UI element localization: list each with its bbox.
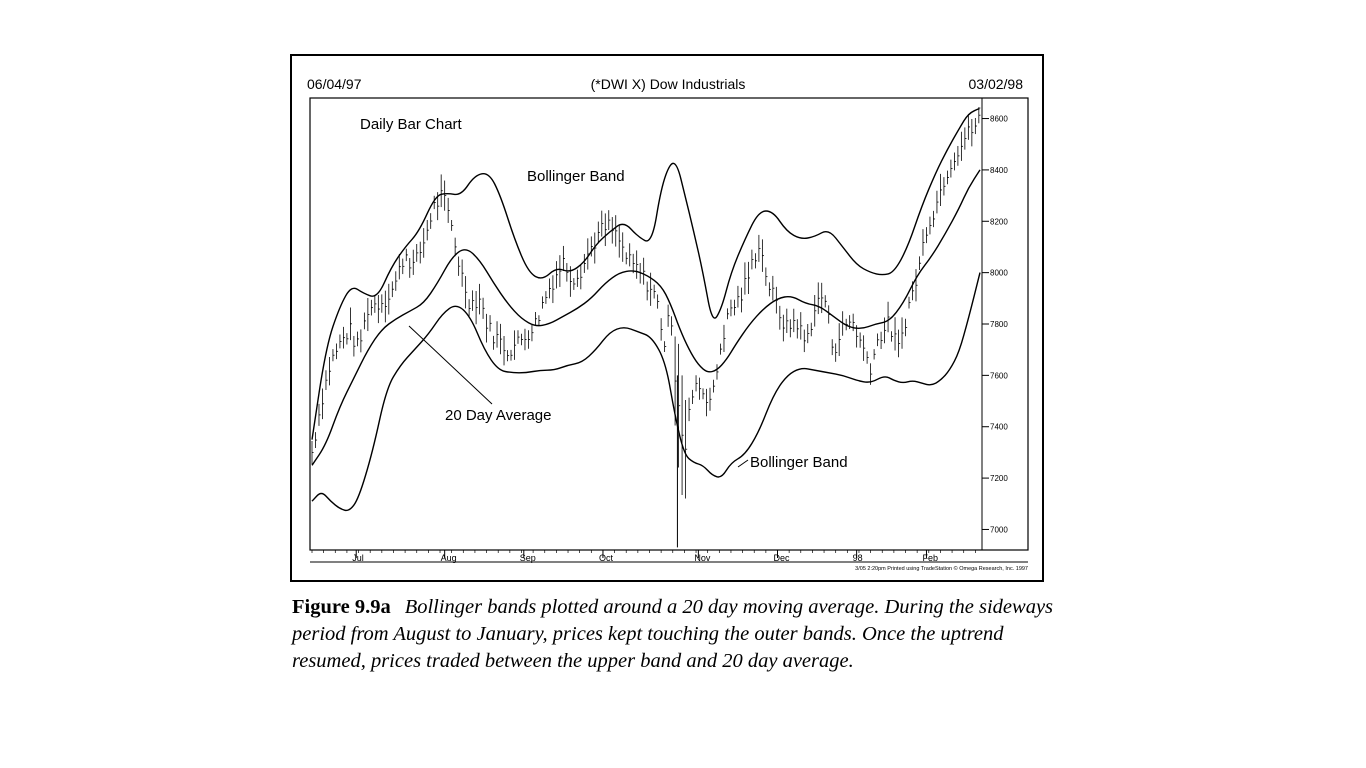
- series-line-moving-average: [311, 169, 981, 466]
- y-tick-label: 7800: [990, 320, 1008, 329]
- chart-frame: 06/04/97 (*DWI X) Dow Industrials 03/02/…: [290, 54, 1044, 582]
- x-tick-label: Dec: [774, 553, 791, 563]
- figure-caption-text: Bollinger bands plotted around a 20 day …: [292, 596, 1054, 672]
- panel-label: Daily Bar Chart: [360, 116, 463, 133]
- y-tick-label: 8000: [990, 269, 1008, 278]
- price-bars: [311, 107, 981, 548]
- chart-footer: 3/05 2:20pm Printed using TradeStation ©…: [855, 565, 1028, 572]
- series-line-upper-band: [311, 107, 981, 440]
- y-tick-label: 7400: [990, 423, 1008, 432]
- y-tick-label: 7000: [990, 525, 1008, 534]
- x-tick-label: Oct: [599, 553, 614, 563]
- figure-caption: Figure 9.9a Bollinger bands plotted aroun…: [292, 594, 1062, 675]
- series-line-lower-band: [311, 272, 981, 512]
- annotation-20-day-average-pointer: [408, 325, 493, 405]
- chart-title: (*DWI X) Dow Industrials: [591, 76, 746, 92]
- y-axis: 8600 8400 8200 8000 7800 7600 7400 7200 7000: [982, 115, 1008, 534]
- y-tick-label: 8600: [990, 115, 1008, 124]
- annotation-upper-band: Bollinger Band: [527, 168, 625, 185]
- chart-svg: 06/04/97 (*DWI X) Dow Industrials 03/02/…: [307, 76, 1029, 572]
- x-tick-label: Jul: [352, 553, 364, 563]
- header-end-date: 03/02/98: [969, 76, 1024, 92]
- band-lines: [311, 107, 981, 512]
- x-tick-label: Aug: [441, 553, 457, 563]
- figure-label: Figure 9.9a: [292, 596, 391, 618]
- x-tick-label: Feb: [922, 553, 938, 563]
- annotation-20-day-average: 20 Day Average: [445, 407, 551, 424]
- header-start-date: 06/04/97: [307, 76, 362, 92]
- annotation-lower-band-pointer: [737, 459, 749, 468]
- x-axis: Jul Aug Sep Oct Nov Dec 98 Feb: [311, 550, 976, 563]
- y-tick-label: 8200: [990, 217, 1008, 226]
- plot-area: [309, 97, 1029, 551]
- x-tick-label: Nov: [694, 553, 711, 563]
- annotation-lower-band: Bollinger Band: [750, 454, 848, 471]
- x-tick-label: Sep: [520, 553, 536, 563]
- y-tick-label: 7200: [990, 474, 1008, 483]
- x-tick-label: 98: [853, 553, 863, 563]
- y-tick-label: 7600: [990, 371, 1008, 380]
- y-tick-label: 8400: [990, 166, 1008, 175]
